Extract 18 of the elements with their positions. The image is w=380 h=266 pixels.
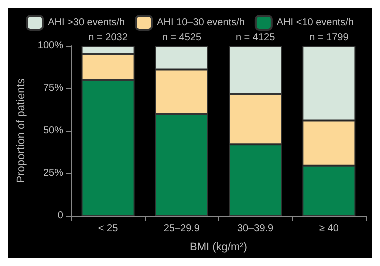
x-tick-label: < 25	[98, 224, 119, 234]
legend-label: AHI >30 events/h	[48, 18, 126, 28]
annotation: n = 1799	[310, 32, 350, 44]
y-tick-label: 75%	[43, 83, 64, 94]
legend-label: AHI <10 events/h	[276, 18, 354, 28]
y-tick-label: 0	[58, 210, 64, 222]
legend-label: AHI 10–30 events/h	[157, 18, 245, 28]
y-tick-label: 50%	[43, 126, 64, 136]
x-tick-label: 30–39.9	[237, 224, 274, 234]
annotation: n = 4525	[162, 32, 202, 44]
x-axis-title: BMI (kg/m²)	[190, 242, 248, 254]
y-tick-label: 100%	[38, 40, 64, 52]
y-tick-label: 25%	[43, 168, 64, 179]
x-tick-label: 25–29.9	[164, 224, 200, 234]
y-axis-title: Proportion of patients	[16, 78, 28, 184]
annotation: n = 4125	[236, 32, 276, 44]
x-tick-label: ≥ 40	[319, 224, 340, 234]
annotation: n = 2032	[88, 32, 128, 44]
